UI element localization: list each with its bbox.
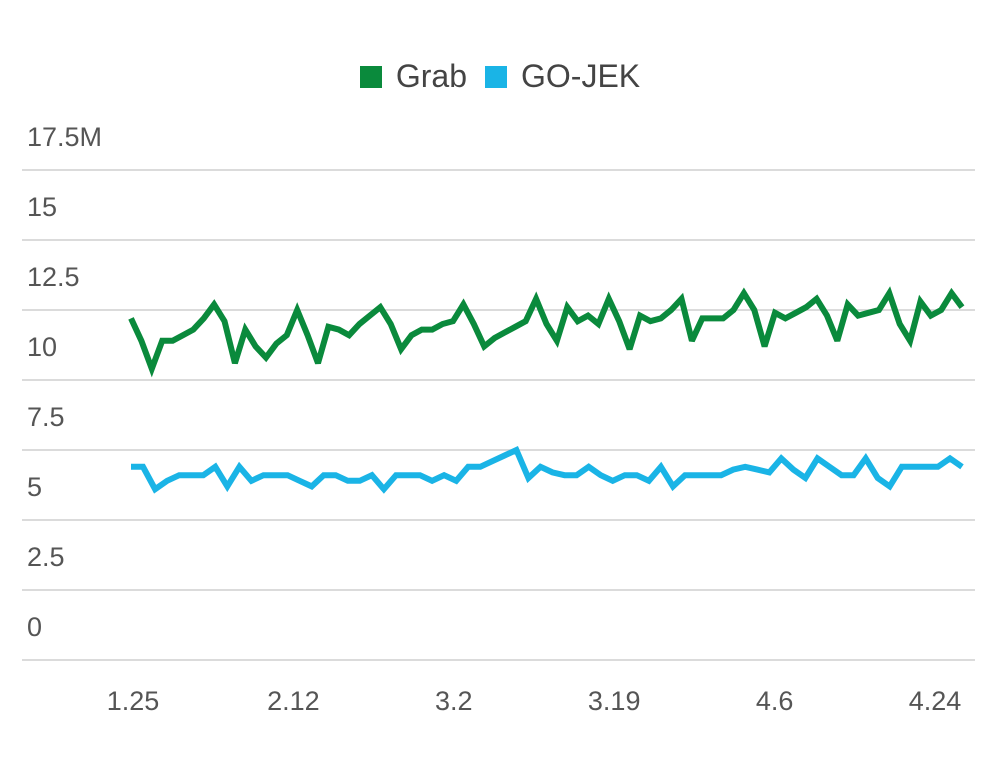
legend-swatch-gojek [485,65,507,88]
y-tick-label: 2.5 [27,542,65,572]
legend-label-grab: Grab [395,58,467,94]
legend: Grab GO-JEK [0,58,1000,95]
legend-swatch-grab [359,65,382,88]
legend-item-gojek[interactable]: GO-JEK [485,58,640,95]
y-tick-label: 12.5 [27,262,80,292]
y-tick-label: 7.5 [27,402,65,432]
y-tick-label: 10 [27,332,57,362]
y-tick-label: 5 [27,472,42,502]
legend-label-gojek: GO-JEK [521,58,641,94]
x-tick-label: 1.25 [107,686,160,716]
y-tick-label: 15 [27,192,57,222]
y-tick-label: 17.5M [27,122,102,152]
x-tick-label: 4.6 [756,686,794,716]
y-tick-label: 0 [27,612,42,642]
series-line-gojek [131,445,964,494]
x-tick-label: 4.24 [909,686,962,716]
x-tick-label: 3.2 [435,686,473,716]
series-line-grab [128,286,965,378]
x-tick-label: 2.12 [267,686,320,716]
x-tick-label: 3.19 [588,686,641,716]
legend-item-grab[interactable]: Grab [359,58,467,95]
